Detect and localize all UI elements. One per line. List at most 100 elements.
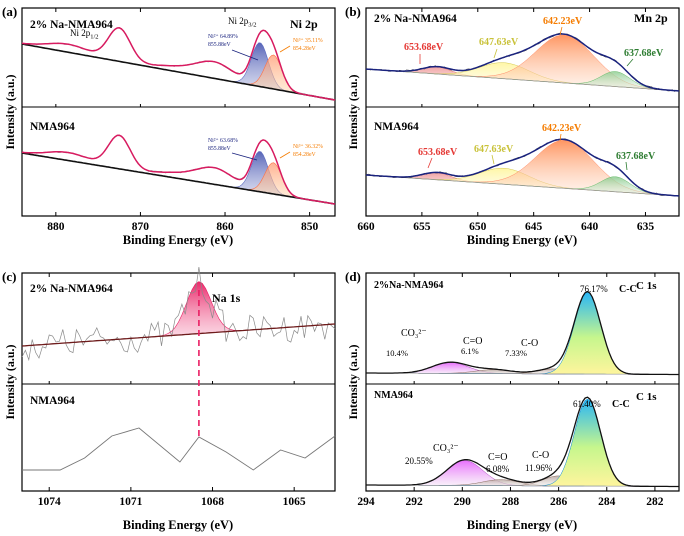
x-tick-label: 288 (502, 496, 520, 508)
c-name-co3-bottom: CO₃²⁻ (433, 443, 459, 454)
peak-label-ni2p12: Ni 2p1/2 (70, 28, 99, 41)
mn-arrow-642-top (559, 26, 563, 36)
c-name-cc-top: C-C (619, 284, 637, 295)
ni2-arrow-top (231, 49, 259, 61)
baseline-bottom (21, 152, 336, 205)
mn-fit-envelope-bottom (365, 138, 680, 197)
panel-c: (c) 2% Na-NMA964 Na 1s NMA964 1074 1071 10… (2, 266, 336, 532)
sample-label-b-bottom: NMA964 (374, 121, 419, 133)
x-tick-label: 290 (454, 496, 472, 508)
mn-label-637-bottom: 637.68eV (616, 151, 656, 162)
c-percent-co3-bottom: 20.55% (405, 456, 433, 466)
mn-label-653-top: 653.68eV (404, 42, 444, 53)
panel-b-title: Mn 2p (634, 11, 668, 25)
x-tick-label: 1071 (119, 496, 142, 508)
c-baseline-top (366, 372, 679, 375)
x-tick-label: 850 (301, 221, 319, 233)
ni2-annotation-bottom-line2: 855.88eV (208, 146, 232, 152)
mn-label-642-top: 642.23eV (543, 16, 583, 27)
na1s-label: Na 1s (212, 291, 241, 305)
panel-a-letter: (a) (2, 4, 17, 19)
c-percent-co-single-bottom: 11.96% (525, 463, 553, 473)
x-tick-label: 282 (646, 496, 664, 508)
sample-label-a-top: 2% Na-NMA964 (30, 19, 113, 31)
x-tick-label: 1068 (201, 496, 224, 508)
x-tick-label: 880 (47, 221, 65, 233)
x-tick-label: 1065 (283, 496, 306, 508)
x-tick-label: 284 (598, 496, 616, 508)
y-axis-label-c: Intensity (a.u.) (3, 344, 17, 419)
x-axis-label-b: Binding Energy (eV) (467, 233, 577, 247)
c-cc-component-bottom (366, 398, 679, 487)
ni3-annotation-bottom-line2: 854.28eV (293, 152, 317, 158)
ni3-annotation-top-line1: Ni³⁺ 35.11% (293, 38, 323, 44)
y-axis-label-b: Intensity (a.u.) (346, 74, 360, 149)
x-tick-label: 292 (406, 496, 424, 508)
mn-label-647-top: 647.63eV (479, 37, 519, 48)
sample-label-c-top: 2% Na-NMA964 (30, 283, 113, 295)
panel-a: (a) 2% Na-NMA964 Ni 2p Ni 2p1/2 Ni 2p3/2… (2, 4, 336, 247)
x-tick-label: 660 (357, 221, 375, 233)
c-percent-co-single-top: 7.33% (505, 348, 527, 358)
x-tick-label: 870 (132, 221, 150, 233)
panel-d-letter: (d) (345, 269, 361, 284)
x-axis-label-d: Binding Energy (eV) (467, 518, 577, 532)
x-tick-label: 650 (469, 221, 487, 233)
x-tick-label: 635 (637, 221, 655, 233)
c-percent-co3-top: 10.4% (386, 348, 408, 358)
c-baseline-bottom (366, 484, 679, 487)
c-name-co-double-bottom: C=O (488, 452, 508, 463)
sample-label-b-top: 2% Na-NMA964 (374, 13, 457, 25)
mn-baseline-top (365, 68, 680, 92)
mn-arrow-647-bottom (491, 154, 495, 165)
sample-label-d-top: 2%Na-NMA964 (374, 280, 443, 291)
baseline-top (21, 43, 336, 101)
mn-label-642-bottom: 642.23eV (542, 123, 582, 134)
c-fit-envelope-top (366, 290, 679, 376)
c-percent-cc-bottom: 61.40% (573, 399, 601, 409)
panel-d-title-top: C 1s (636, 280, 657, 292)
x-tick-label: 645 (525, 221, 543, 233)
x-tick-label: 640 (581, 221, 599, 233)
mn-arrow-637-top (626, 58, 634, 67)
ni2-annotation-top-line1: Ni²⁺ 64.89% (208, 34, 238, 40)
panel-b: (b) 2% Na-NMA964 Mn 2p 653.68eV 647.63eV… (345, 4, 680, 247)
ni2-annotation-bottom-line1: Ni²⁺ 63.68% (208, 138, 238, 144)
mn-arrow-647-top (493, 48, 498, 59)
ni3-annotation-bottom-line1: Ni³⁺ 36.32% (293, 144, 323, 150)
fit-envelope-bottom (21, 134, 336, 205)
c-name-co-single-bottom: C-O (532, 450, 549, 461)
y-axis-label-a: Intensity (a.u.) (3, 74, 17, 149)
c-percent-cc-top: 76.17% (580, 284, 608, 294)
sample-label-c-bottom: NMA964 (30, 395, 75, 407)
mn-label-637-top: 637.68eV (624, 48, 664, 59)
x-axis-label-c: Binding Energy (eV) (123, 518, 233, 532)
na-raw-data-bottom (22, 427, 336, 471)
x-tick-label: 294 (357, 496, 375, 508)
mn-arrow-637-bottom (625, 161, 628, 171)
ni2-annotation-top-line2: 855.88eV (208, 42, 232, 48)
c-percent-co-double-top: 6.1% (461, 346, 479, 356)
c-fit-envelope-bottom (366, 396, 679, 488)
panel-c-frame (21, 272, 336, 492)
mn-label-647-bottom: 647.63eV (474, 144, 514, 155)
fit-envelope-top (21, 27, 336, 101)
mn-arrow-642-bottom (559, 133, 562, 142)
ni3-arrow-top (279, 45, 291, 53)
na-raw-data-top (21, 266, 336, 362)
ni3-arrow-bottom (279, 151, 291, 159)
x-axis-ticks-b: 660 655 650 645 640 635 (357, 8, 654, 233)
c-name-co-single-top: C-O (521, 338, 538, 349)
panel-c-letter: (c) (2, 269, 16, 284)
panel-b-letter: (b) (345, 4, 361, 19)
c-name-co3-top: CO₃²⁻ (401, 328, 427, 339)
c-name-cc-bottom: C-C (612, 399, 630, 410)
panel-a-frame (21, 7, 336, 217)
panel-b-frame (365, 7, 680, 217)
x-tick-label: 860 (216, 221, 234, 233)
x-tick-label: 655 (413, 221, 431, 233)
x-axis-label-a: Binding Energy (eV) (123, 233, 233, 247)
y-axis-label-d: Intensity (a.u.) (346, 344, 360, 419)
ni3-annotation-top-line2: 854.28eV (293, 46, 317, 52)
